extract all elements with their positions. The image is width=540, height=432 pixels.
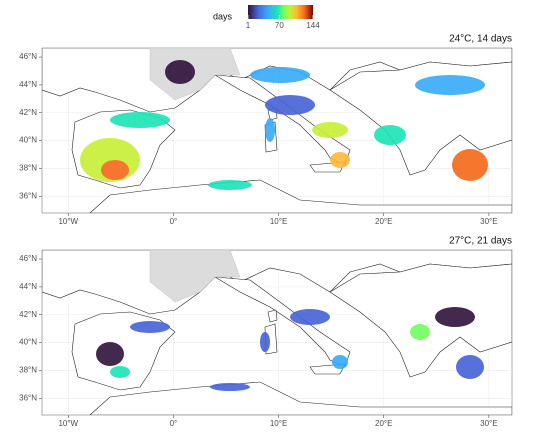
y-tick-label: 46°N [19,254,37,263]
x-tick-label: 0° [170,217,178,226]
hotspots [96,307,484,391]
x-tick-label: 10°E [270,419,287,428]
map-panel: 27°C, 21 days 10°W 0° 10°E 20° [19,236,513,428]
legend-tick-label: 144 [306,21,320,30]
y-tick-label: 46°N [19,52,37,61]
x-tick-label: 0° [170,419,178,428]
map [42,48,512,213]
legend-ticks: 1 70 144 [246,15,320,30]
x-tick-label: 10°E [270,217,287,226]
y-tick-label: 42°N [19,108,37,117]
legend-tick-label: 1 [246,21,251,30]
y-tick-label: 40°N [19,338,37,347]
legend-title: days [213,11,233,21]
x-tick-label: 10°W [58,419,78,428]
y-tick-label: 36°N [19,393,37,402]
y-tick-label: 38°N [19,164,37,173]
x-tick-label: 30°E [480,419,497,428]
y-tick-label: 38°N [19,366,37,375]
x-tick-label: 30°E [480,217,497,226]
legend-tick-label: 70 [275,21,284,30]
map [42,250,512,415]
map-panel: 24°C, 14 days 10°W 0° 10°E 20°E 30°E 36°N 38°N [19,34,513,226]
y-tick-label: 40°N [19,136,37,145]
y-tick-label: 44°N [19,282,37,291]
x-tick-label: 20°E [375,419,392,428]
x-tick-label: 10°W [58,217,78,226]
panel-title: 24°C, 14 days [449,34,512,45]
x-tick-label: 20°E [375,217,392,226]
panel-title: 27°C, 21 days [449,236,512,247]
y-tick-label: 42°N [19,310,37,319]
colorbar [248,5,313,19]
y-tick-label: 44°N [19,80,37,89]
hotspots [80,60,488,190]
y-tick-label: 36°N [19,191,37,200]
